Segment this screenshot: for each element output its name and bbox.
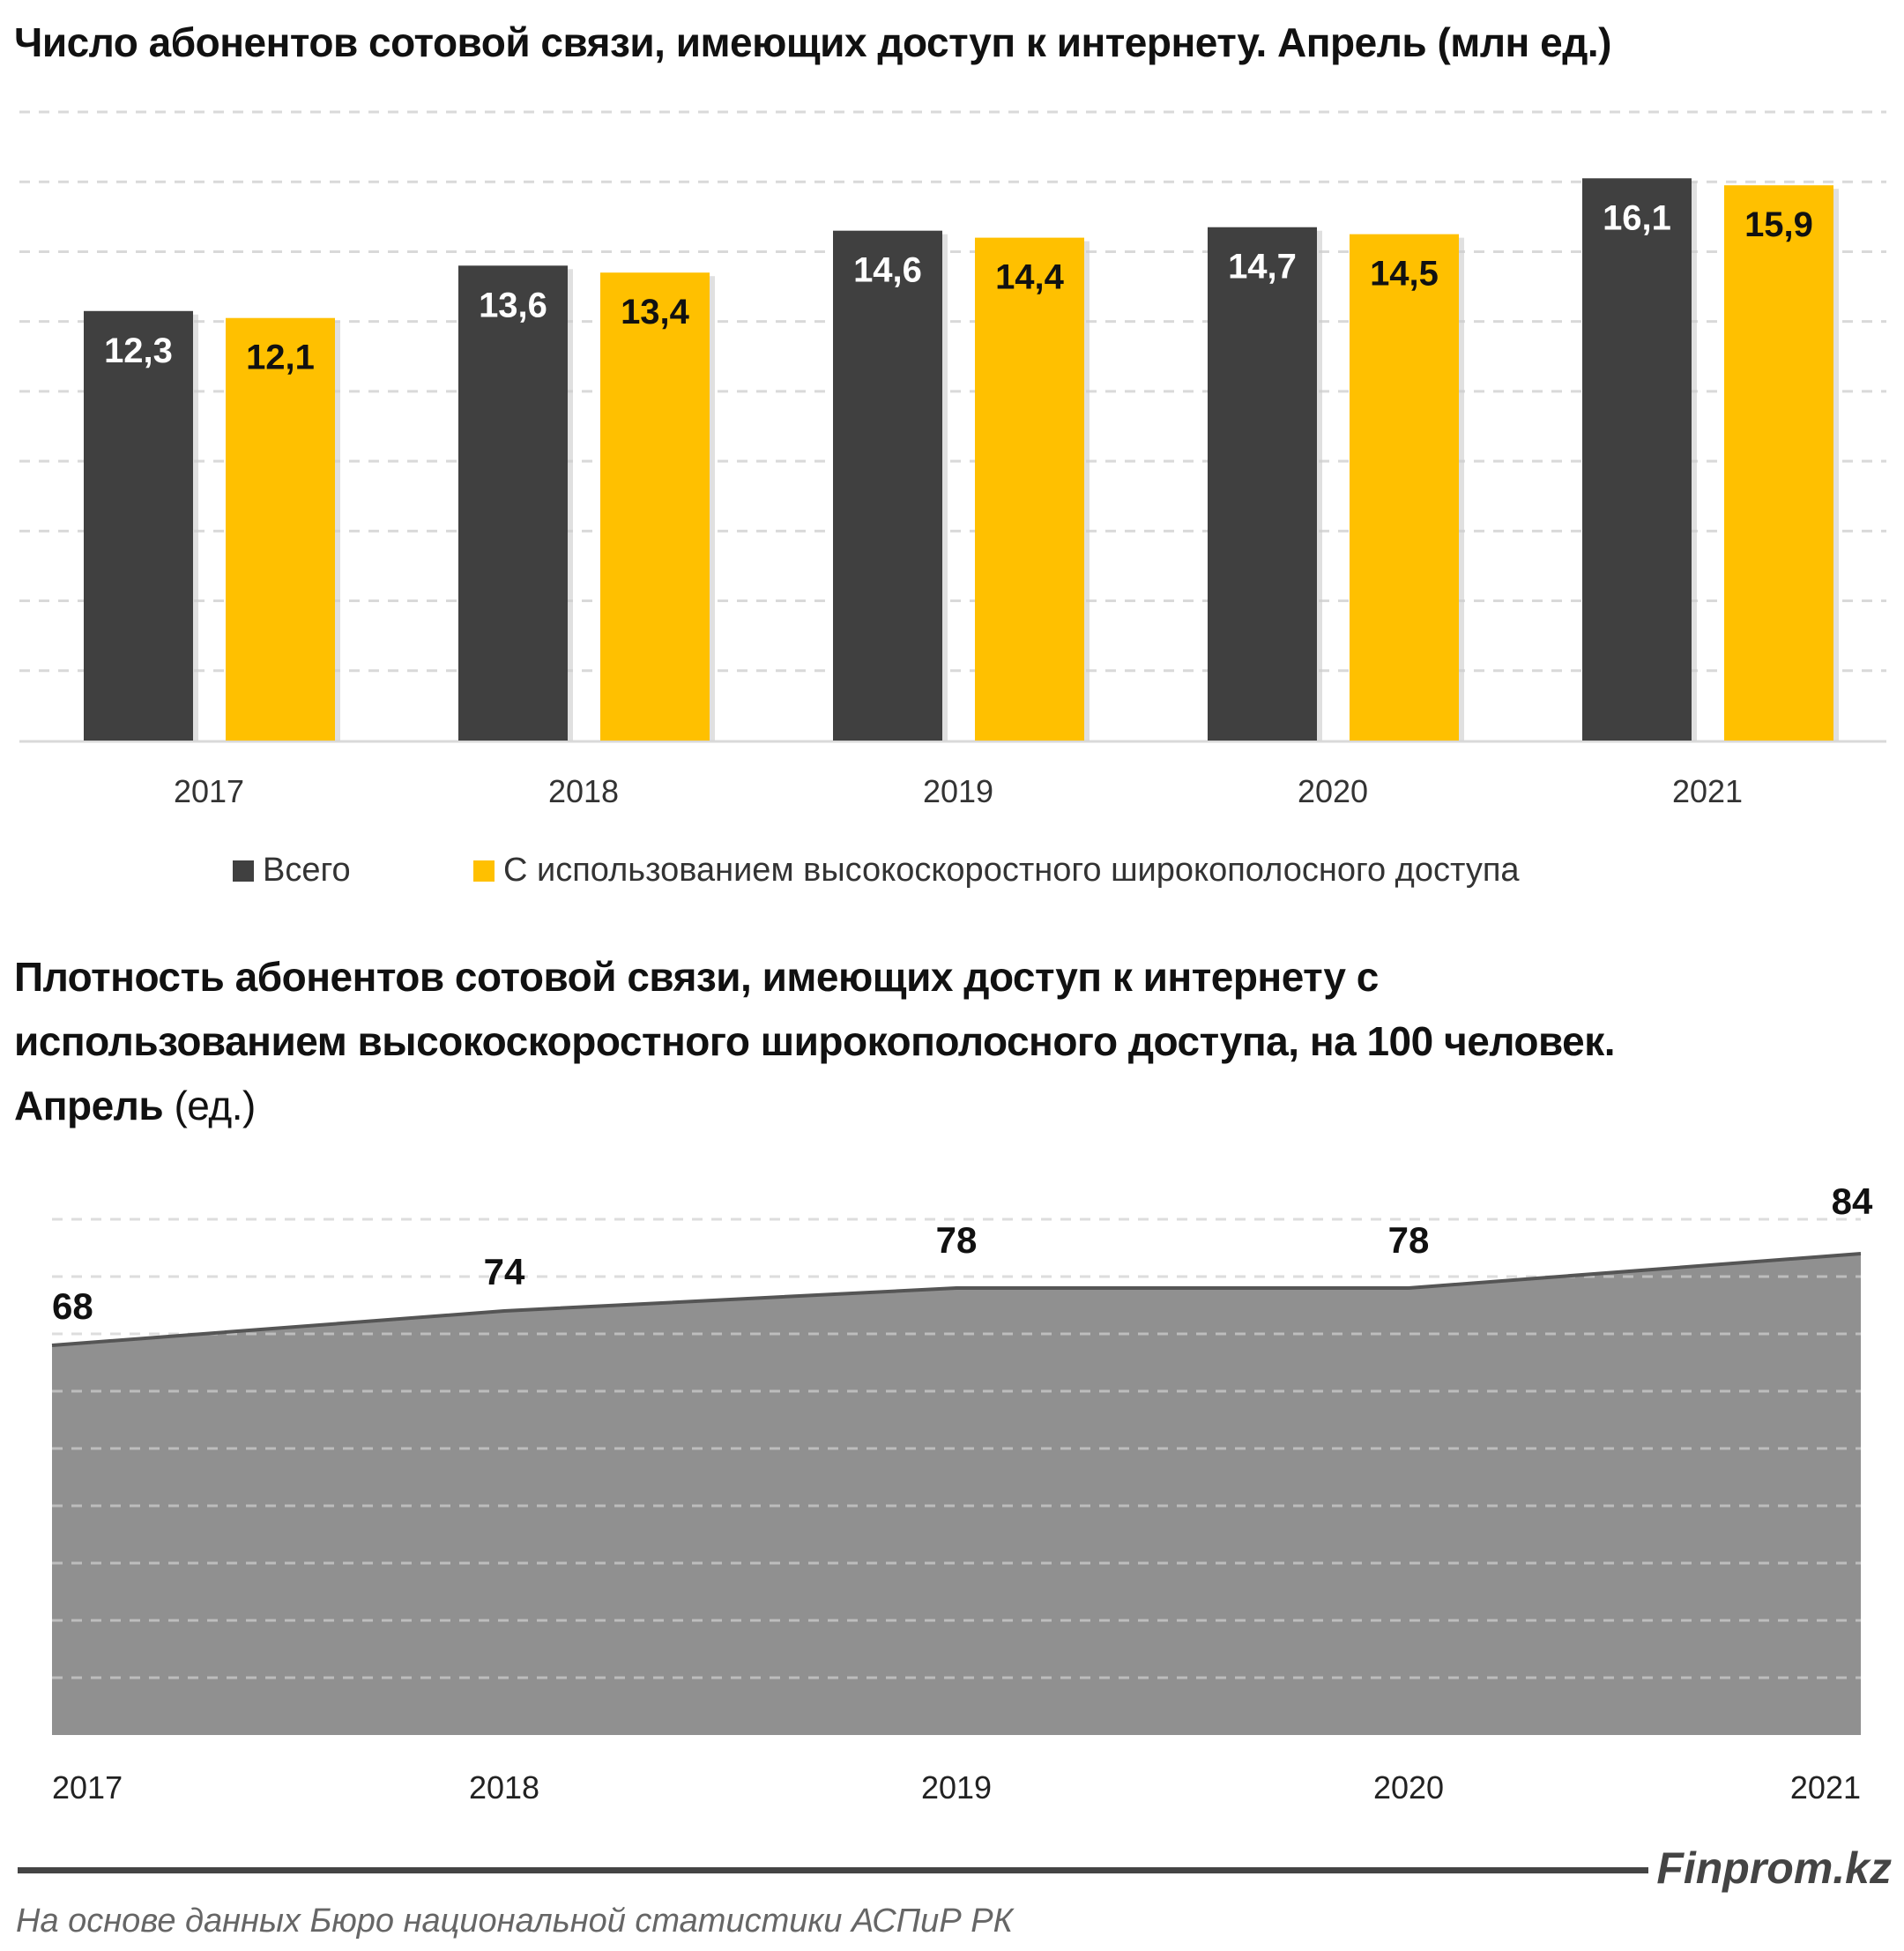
bar [833, 230, 942, 741]
legend-item-broadband: С использованием высокоскоростного широк… [473, 852, 1520, 890]
bar [84, 310, 193, 741]
brand-logo: Finprom.kz [1656, 1843, 1892, 1893]
x-tick-label: 2018 [469, 1769, 539, 1806]
data-label: 13,4 [621, 293, 690, 331]
data-label: 13,6 [479, 286, 547, 324]
bar-chart: 12,3 12,1 2017 13,6 13,4 2018 14,6 14,4 2019 14,7… [19, 110, 1886, 809]
bar [1724, 185, 1833, 741]
data-label: 78 [1388, 1219, 1430, 1261]
x-tick-label: 2021 [1790, 1769, 1861, 1806]
legend-swatch [473, 860, 495, 882]
data-label: 14,4 [995, 258, 1065, 297]
footer-rule [18, 1867, 1648, 1873]
data-label: 84 [1832, 1180, 1873, 1222]
data-label: 68 [52, 1285, 93, 1327]
bar [1582, 178, 1692, 741]
data-label: 15,9 [1744, 205, 1813, 244]
source-note: На основе данных Бюро национальной стати… [16, 1903, 1013, 1940]
legend-swatch [233, 860, 254, 882]
x-tick-label: 2019 [923, 773, 993, 809]
x-tick-label: 2019 [921, 1769, 992, 1806]
data-label: 74 [484, 1251, 525, 1292]
data-label: 12,1 [246, 339, 315, 377]
bar [975, 237, 1084, 741]
data-label: 14,6 [853, 251, 922, 290]
x-tick-label: 2017 [52, 1769, 123, 1806]
bar [1350, 234, 1459, 741]
data-label: 14,5 [1370, 255, 1439, 294]
data-label: 14,7 [1228, 248, 1297, 287]
bar [600, 272, 710, 741]
bar [226, 317, 335, 741]
bar [458, 265, 568, 741]
data-label: 78 [936, 1219, 978, 1261]
x-tick-label: 2018 [548, 773, 619, 809]
x-tick-label: 2020 [1373, 1769, 1444, 1806]
area-outline [51, 1252, 1862, 1347]
chart1-title: Число абонентов сотовой связи, имеющих д… [14, 19, 1612, 65]
data-label: 16,1 [1603, 198, 1671, 237]
data-label: 12,3 [104, 331, 173, 370]
bar [1208, 227, 1317, 741]
x-tick-label: 2020 [1298, 773, 1368, 809]
chart2-title: Плотность абонентов сотовой связи, имеющ… [14, 954, 1616, 1128]
x-tick-label: 2017 [174, 773, 244, 809]
x-tick-label: 2021 [1672, 773, 1743, 809]
area-fill [52, 1254, 1861, 1735]
legend-item-total: Всего [233, 852, 351, 890]
